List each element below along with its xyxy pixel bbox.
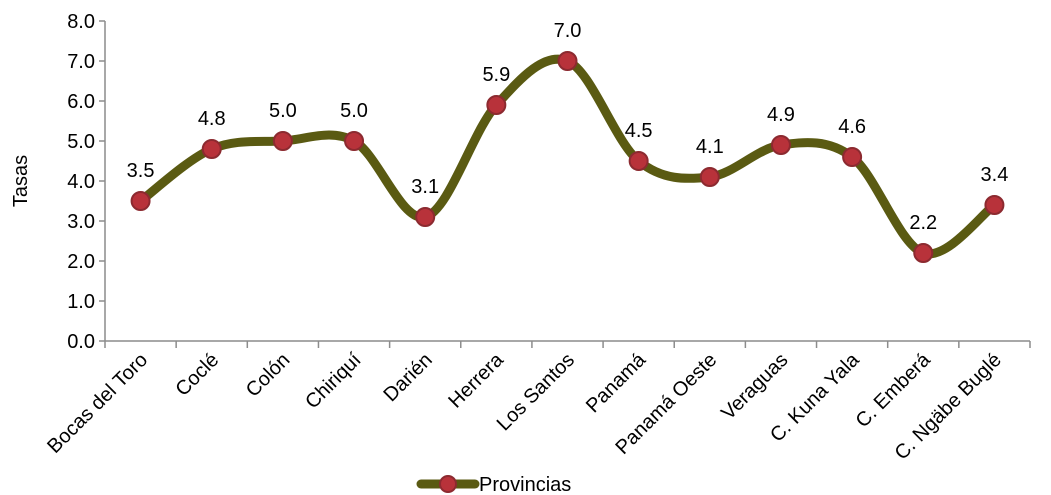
x-category-label: Chiriquí <box>301 349 366 414</box>
data-point-marker <box>272 131 293 151</box>
x-category-label: Los Santos <box>493 349 579 435</box>
y-axis-title: Tasas <box>10 155 32 207</box>
x-category-label: Panamá <box>582 348 651 417</box>
y-axis-ticks: 0.0 1.0 2.0 3.0 4.0 5.0 6.0 7.0 8.0 <box>67 11 105 353</box>
x-category-label: Coclé <box>172 349 224 401</box>
data-label: 3.4 <box>981 164 1009 186</box>
y-tick-label: 8.0 <box>67 11 95 33</box>
x-category-label: Veraguas <box>717 349 792 424</box>
data-point-marker <box>344 131 365 151</box>
data-point-marker <box>913 243 934 263</box>
data-label: 5.0 <box>340 100 368 122</box>
legend: Provincias <box>416 474 571 495</box>
y-tick-label: 0.0 <box>67 331 95 353</box>
data-label: 5.0 <box>269 100 297 122</box>
data-point-marker <box>201 139 222 159</box>
data-point-marker <box>984 195 1005 215</box>
series-line <box>136 54 999 259</box>
data-label: 4.5 <box>625 120 653 142</box>
y-tick-label: 5.0 <box>67 131 95 153</box>
x-axis-ticks <box>104 341 1031 348</box>
y-tick-label: 2.0 <box>67 251 95 273</box>
series-markers <box>130 51 1005 263</box>
data-point-marker <box>557 51 578 71</box>
data-label: 2.2 <box>909 212 937 234</box>
data-labels: 3.5 4.8 5.0 5.0 3.1 5.9 7.0 4.5 4.1 4.9 4.6 2.2 3.4 <box>127 20 1009 234</box>
data-label: 3.1 <box>411 176 439 198</box>
y-tick-label: 4.0 <box>67 171 95 193</box>
data-point-marker <box>842 147 863 167</box>
data-point-marker <box>699 167 720 187</box>
data-point-marker <box>130 191 151 211</box>
data-point-marker <box>770 135 791 155</box>
data-label: 4.9 <box>767 104 795 126</box>
x-category-label: Bocas del Toro <box>43 349 152 458</box>
data-point-marker <box>628 151 649 171</box>
data-point-marker <box>415 207 436 227</box>
x-axis-labels: Bocas del Toro Coclé Colón Chiriquí Darién He… <box>43 348 1006 464</box>
x-category-label: Colón <box>242 349 295 402</box>
y-tick-label: 6.0 <box>67 91 95 113</box>
data-label: 4.6 <box>838 116 866 138</box>
y-tick-label: 1.0 <box>67 291 95 313</box>
data-label: 3.5 <box>127 160 155 182</box>
data-label: 5.9 <box>482 64 510 86</box>
data-label: 7.0 <box>554 20 582 42</box>
y-tick-label: 7.0 <box>67 51 95 73</box>
y-tick-label: 3.0 <box>67 211 95 233</box>
data-label: 4.8 <box>198 108 226 130</box>
x-category-label: Darién <box>380 349 437 406</box>
legend-label: Provincias <box>479 474 571 495</box>
data-label: 4.1 <box>696 136 724 158</box>
legend-marker-swatch <box>439 475 457 493</box>
data-point-marker <box>486 95 507 115</box>
x-category-label: Herrera <box>444 348 508 412</box>
